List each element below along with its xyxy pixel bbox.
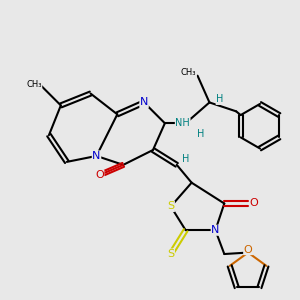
Text: N: N [140,98,148,107]
Text: N: N [211,225,220,235]
Text: O: O [95,170,104,180]
Text: S: S [167,249,174,259]
Text: S: S [167,202,174,212]
Text: N: N [92,151,101,161]
Text: O: O [244,244,253,255]
Text: H: H [216,94,224,104]
Text: CH₃: CH₃ [26,80,42,89]
Text: NH: NH [175,118,190,128]
Text: H: H [197,129,204,139]
Text: H: H [182,154,189,164]
Text: O: O [250,199,258,208]
Text: CH₃: CH₃ [181,68,197,77]
